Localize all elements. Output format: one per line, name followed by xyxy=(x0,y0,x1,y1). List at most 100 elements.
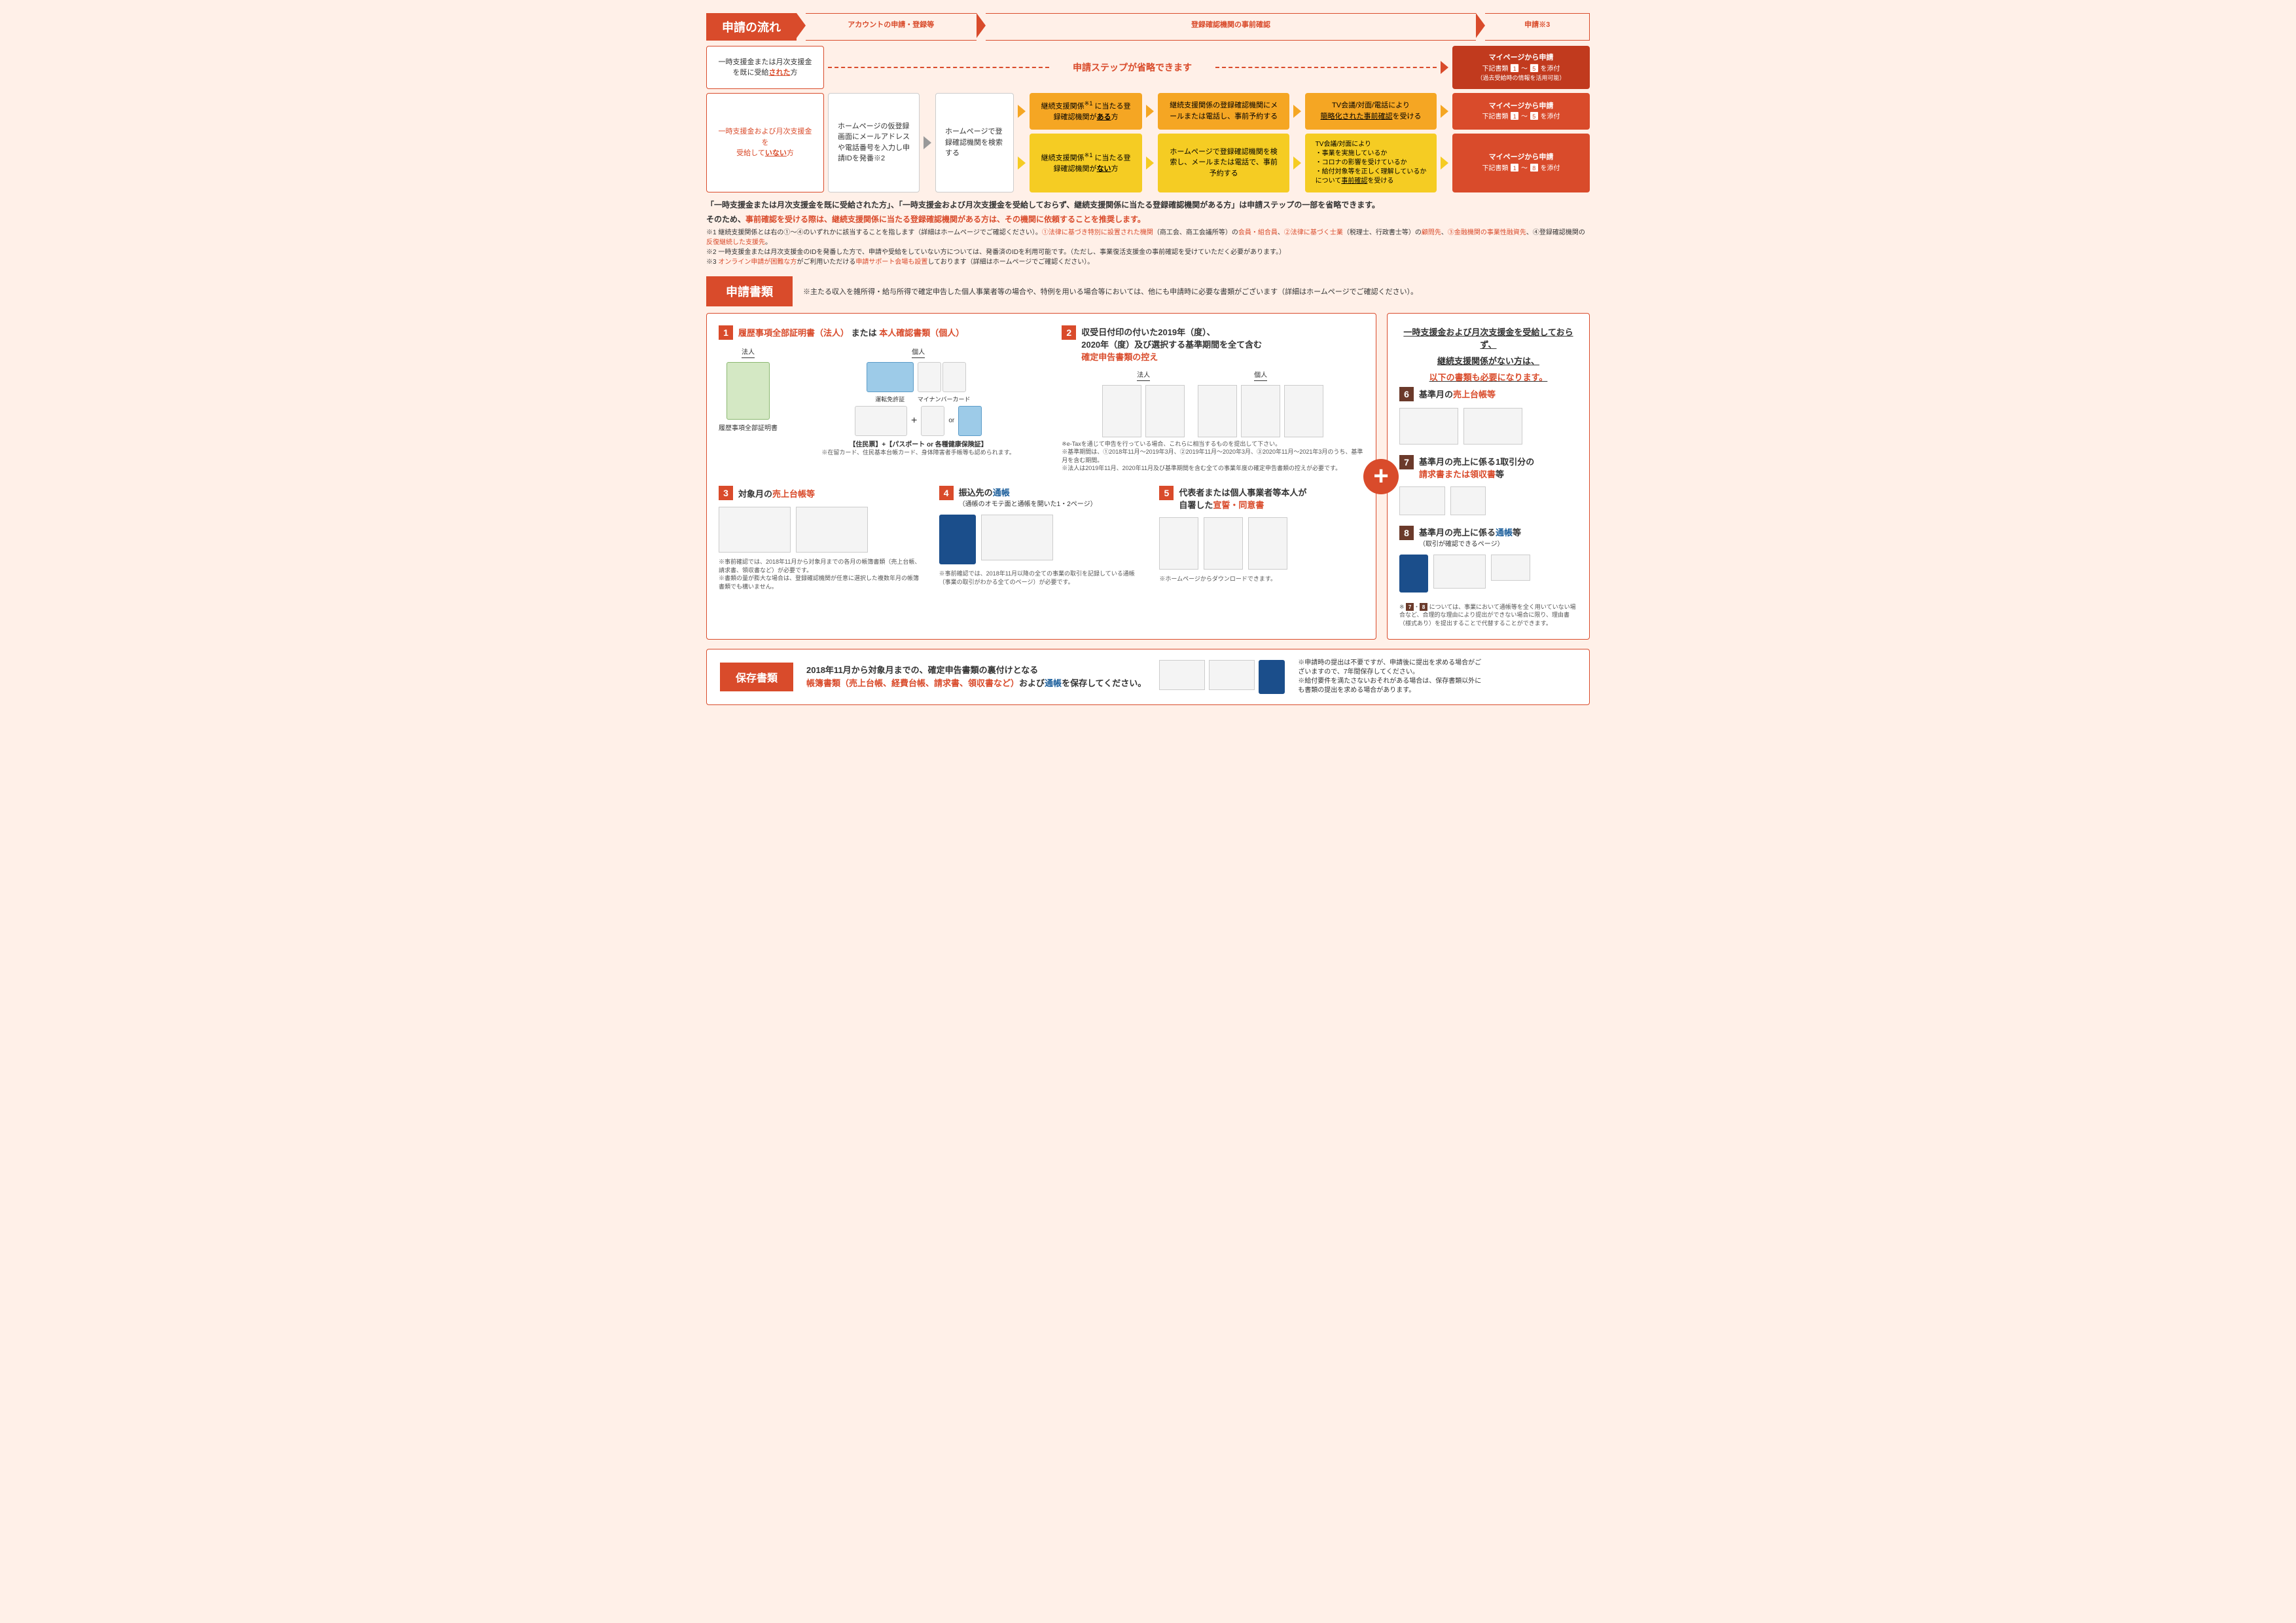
stage-confirm: 登録確認機関の事前確認 xyxy=(986,13,1477,41)
arrow-right-icon xyxy=(1018,156,1026,170)
side-title3: 以下の書類も必要になります。 xyxy=(1399,371,1577,383)
thumb-tax-k3 xyxy=(1284,385,1323,437)
thumb-bank8a xyxy=(1399,555,1428,593)
doc2-title: 収受日付印の付いた2019年（度）、 2020年（度）及び選択する基準期間を全て… xyxy=(1081,325,1262,363)
arrow-right-icon xyxy=(1441,105,1448,118)
arrow-right-icon xyxy=(1018,105,1026,118)
upper-result-sub: 下記書類 1 ～ 5 を添付 xyxy=(1482,111,1560,122)
thumb-bankbook1 xyxy=(939,515,976,564)
doc7-title: 基準月の売上に係る1取引分の請求書または領収書等 xyxy=(1419,455,1534,480)
docs-header: 申請書類 ※主たる収入を雑所得・給与所得で確定申告した個人事業者等の場合や、特例… xyxy=(706,276,1590,306)
storage-note2: ※給付要件を満たさないおそれがある場合は、保存書類以外にも書類の提出を求める場合… xyxy=(1298,677,1481,695)
note-bold2: そのため、事前確認を受ける際は、継続支援関係に当たる登録確認機関がある方は、その… xyxy=(706,213,1590,225)
skip-result-note: （過去受給時の情報を活用可能） xyxy=(1477,74,1565,83)
doc5-title: 代表者または個人事業者等本人が自署した宣誓・同意書 xyxy=(1179,486,1306,511)
doc4-title: 振込先の通帳（通帳のオモテ面と通帳を開いた1・2ページ） xyxy=(959,486,1097,508)
note-1: ※1 継続支援関係とは右の①～④のいずれかに該当することを指します（詳細はホーム… xyxy=(706,228,1590,247)
doc-2: 2 収受日付印の付いた2019年（度）、 2020年（度）及び選択する基準期間を… xyxy=(1062,325,1364,473)
thumb-oath3 xyxy=(1248,517,1287,570)
main-condition: 一時支援金および月次支援金を受給していない方 xyxy=(706,93,824,192)
label-hojin2: 法人 xyxy=(1137,369,1150,381)
lower-b: ホームページで登録確認機関を検索し、メールまたは電話で、事前予約する xyxy=(1158,134,1289,192)
stage-apply: 申請※3 xyxy=(1485,13,1590,41)
thumb-ledger2 xyxy=(796,507,868,553)
upper-b: 継続支援関係の登録確認機関にメールまたは電話し、事前予約する xyxy=(1158,93,1289,130)
docs-title: 申請書類 xyxy=(706,276,793,306)
storage-thumbs xyxy=(1159,660,1285,694)
upper-path: 継続支援関係※1 に当たる登録確認機関がある方 継続支援関係の登録確認機関にメー… xyxy=(1018,93,1590,130)
thumb-storage2 xyxy=(1209,660,1255,690)
doc1-hojin: 法人 履歴事項全部証明書 xyxy=(719,346,778,457)
badge-3: 3 xyxy=(719,486,733,500)
skip-label: 申請ステップが省略できます xyxy=(1053,61,1211,74)
thumb-tax-k1 xyxy=(1198,385,1237,437)
dashed-arrow xyxy=(828,67,1049,68)
side-title2: 継続支援関係がない方は、 xyxy=(1399,354,1577,367)
thumb-oath2 xyxy=(1204,517,1243,570)
doc5-note: ※ホームページからダウンロードできます。 xyxy=(1159,575,1364,583)
badge-8: 8 xyxy=(1399,526,1414,540)
side-title1: 一時支援金および月次支援金を受給しておらず、 xyxy=(1399,325,1577,350)
thumb-license xyxy=(867,362,914,392)
arrow-right-icon xyxy=(1146,105,1154,118)
thumb-passport xyxy=(921,406,944,436)
caption-rireki: 履歴事項全部証明書 xyxy=(719,422,778,432)
note-bold1: 「一時支援金または月次支援金を既に受給された方」、「一時支援金および月次支援金を… xyxy=(706,199,1590,211)
arrow-right-icon xyxy=(1293,156,1301,170)
storage-section: 保存書類 2018年11月から対象月までの、確定申告書類の裏付けとなる 帳簿書類… xyxy=(706,649,1590,705)
skip-result-title: マイページから申請 xyxy=(1489,52,1554,64)
doc2-note1: ※e-Taxを通じて申告を行っている場合、これらに相当するものを提出して下さい。 xyxy=(1062,440,1364,448)
thumb-ledger6a xyxy=(1399,408,1458,445)
arrow-right-icon xyxy=(1441,61,1448,74)
chevron-icon xyxy=(797,13,806,38)
flow-header: 申請の流れ アカウントの申請・登録等 登録確認機関の事前確認 申請※3 xyxy=(706,13,1590,41)
thumb-tax-k2 xyxy=(1241,385,1280,437)
thumb-bank8b xyxy=(1433,555,1486,589)
badge-6: 6 xyxy=(1399,387,1414,401)
doc2-hojin: 法人 xyxy=(1102,369,1185,440)
thumb-ledger1 xyxy=(719,507,791,553)
plus-small-icon: + xyxy=(911,415,917,427)
doc1-note: ※在留カード、住民基本台帳カード、身体障害者手帳等も認められます。 xyxy=(791,448,1046,457)
doc2-kojin: 個人 xyxy=(1198,369,1323,440)
thumb-mynumber-front xyxy=(918,362,941,392)
doc8-title: 基準月の売上に係る通帳等（取引が確認できるページ） xyxy=(1419,526,1521,548)
flow-notes: 「一時支援金または月次支援金を既に受給された方」、「一時支援金および月次支援金を… xyxy=(706,199,1590,267)
or-label: or xyxy=(948,417,954,424)
thumb-bank8c xyxy=(1491,555,1530,581)
storage-notes: ※申請時の提出は不要ですが、申請後に提出を求める場合がございますので、7年間保存… xyxy=(1298,659,1481,695)
thumb-tax-h1 xyxy=(1102,385,1141,437)
doc-8: 8 基準月の売上に係る通帳等（取引が確認できるページ） xyxy=(1399,526,1577,593)
arrow-right-icon xyxy=(924,136,931,149)
step-register: ホームページの仮登録画面にメールアドレスや電話番号を入力し申請IDを発番※2 xyxy=(828,93,920,192)
arrow-right-icon xyxy=(1441,156,1448,170)
doc4-note: ※事前確認では、2018年11月以降の全ての事業の取引を記録している通帳（事業の… xyxy=(939,570,1144,586)
thumb-rireki xyxy=(726,362,770,420)
lower-result-sub: 下記書類 1 ～ 8 を添付 xyxy=(1482,163,1560,173)
thumb-invoice7a xyxy=(1399,486,1445,515)
doc3-title: 対象月の売上台帳等 xyxy=(738,487,815,500)
arrow-right-icon xyxy=(1146,156,1154,170)
thumb-hoken xyxy=(958,406,982,436)
thumb-oath1 xyxy=(1159,517,1198,570)
lower-result: マイページから申請 下記書類 1 ～ 8 を添付 xyxy=(1452,134,1590,192)
thumb-storage1 xyxy=(1159,660,1205,690)
doc1-kojin: 個人 運転免許証 マイナンバーカード xyxy=(791,346,1046,457)
flow-title: 申請の流れ xyxy=(706,13,797,41)
badge-7: 7 xyxy=(1399,455,1414,469)
skip-result-sub: 下記書類 1 ～ 5 を添付 xyxy=(1482,64,1560,74)
doc-3: 3 対象月の売上台帳等 ※事前確認では、2018年11月から対象月までの各月の帳… xyxy=(719,486,924,591)
storage-text: 2018年11月から対象月までの、確定申告書類の裏付けとなる 帳簿書類（売上台帳… xyxy=(806,664,1146,691)
thumb-juminhyo xyxy=(855,406,907,436)
docs-side: 一時支援金および月次支援金を受給しておらず、 継続支援関係がない方は、 以下の書… xyxy=(1387,313,1590,640)
doc-5: 5 代表者または個人事業者等本人が自署した宣誓・同意書 ※ホームページからダウン… xyxy=(1159,486,1364,591)
label-kojin: 個人 xyxy=(912,346,925,358)
thumb-storage3 xyxy=(1259,660,1285,694)
lower-c: TV会議/対面により・事業を実施しているか・コロナの影響を受けているか・給付対象… xyxy=(1305,134,1437,192)
thumb-ledger6b xyxy=(1463,408,1522,445)
note-3: ※3 オンライン申請が困難な方がご利用いただける申請サポート会場も設置しておりま… xyxy=(706,257,1590,267)
label-hojin: 法人 xyxy=(742,346,755,358)
storage-title: 保存書類 xyxy=(720,663,793,691)
caption-mynumber: マイナンバーカード xyxy=(918,395,971,403)
badge-5: 5 xyxy=(1159,486,1174,500)
